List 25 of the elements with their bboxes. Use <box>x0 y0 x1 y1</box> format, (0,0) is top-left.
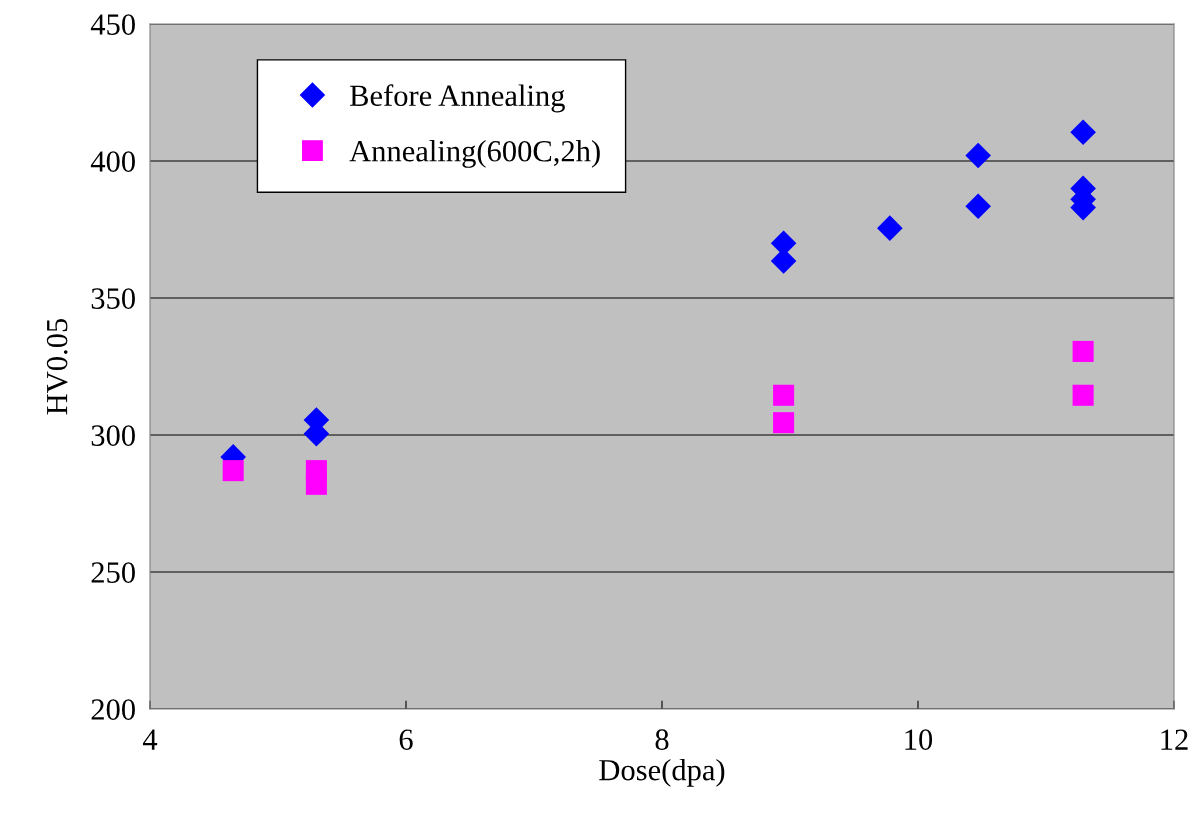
point <box>1072 340 1094 362</box>
point <box>965 142 991 169</box>
legend-label: Before Annealing <box>349 84 565 113</box>
point <box>877 215 903 241</box>
x-tick-label: 6 <box>399 729 413 750</box>
point <box>1072 384 1094 406</box>
x-tick-label: 12 <box>1161 729 1188 750</box>
point <box>773 384 795 406</box>
point <box>773 412 795 434</box>
y-tick-label: 400 <box>90 151 135 172</box>
y-tick-label: 350 <box>91 288 135 309</box>
y-tick-label: 300 <box>91 425 135 446</box>
y-axis-title: HV0.05 <box>46 318 68 415</box>
x-tick-label: 4 <box>142 729 158 750</box>
x-tick-label: 10 <box>905 729 933 750</box>
x-axis-title: Dose(dpa) <box>599 758 725 787</box>
y-tick-label: 250 <box>91 562 135 583</box>
legend-label: Annealing(600C,2h) <box>349 140 600 168</box>
point <box>305 473 327 495</box>
point <box>1070 119 1096 146</box>
y-tick-label: 450 <box>90 14 135 35</box>
point <box>222 460 244 482</box>
x-tick-label: 8 <box>655 729 669 750</box>
y-tick-label: 200 <box>91 699 135 720</box>
point <box>965 193 991 220</box>
